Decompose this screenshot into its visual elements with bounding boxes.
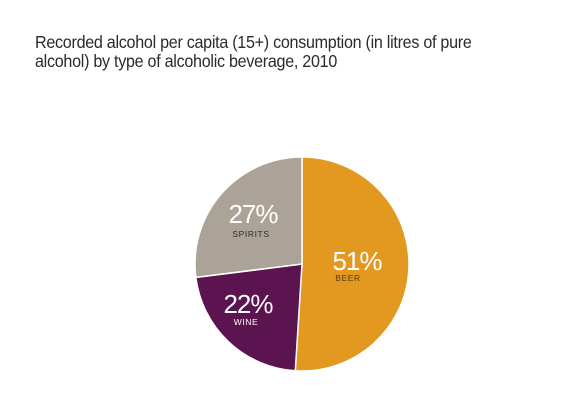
pie-slice-wine — [195, 263, 303, 372]
pie-labels: 51%BEER 22%WINE 27%SPIRITS — [223, 199, 383, 327]
category-label-beer: BEER — [335, 273, 361, 283]
pie-slice-spirits — [194, 156, 303, 279]
pie-slices — [194, 156, 410, 372]
category-label-wine: WINE — [234, 317, 259, 327]
pie-slice-beer — [294, 156, 410, 372]
value-label-wine: 22% — [223, 289, 273, 319]
value-label-spirits: 27% — [228, 199, 278, 229]
category-label-spirits: SPIRITS — [232, 229, 269, 239]
value-label-beer: 51% — [332, 246, 382, 276]
chart-title: Recorded alcohol per capita (15+) consum… — [35, 32, 472, 71]
